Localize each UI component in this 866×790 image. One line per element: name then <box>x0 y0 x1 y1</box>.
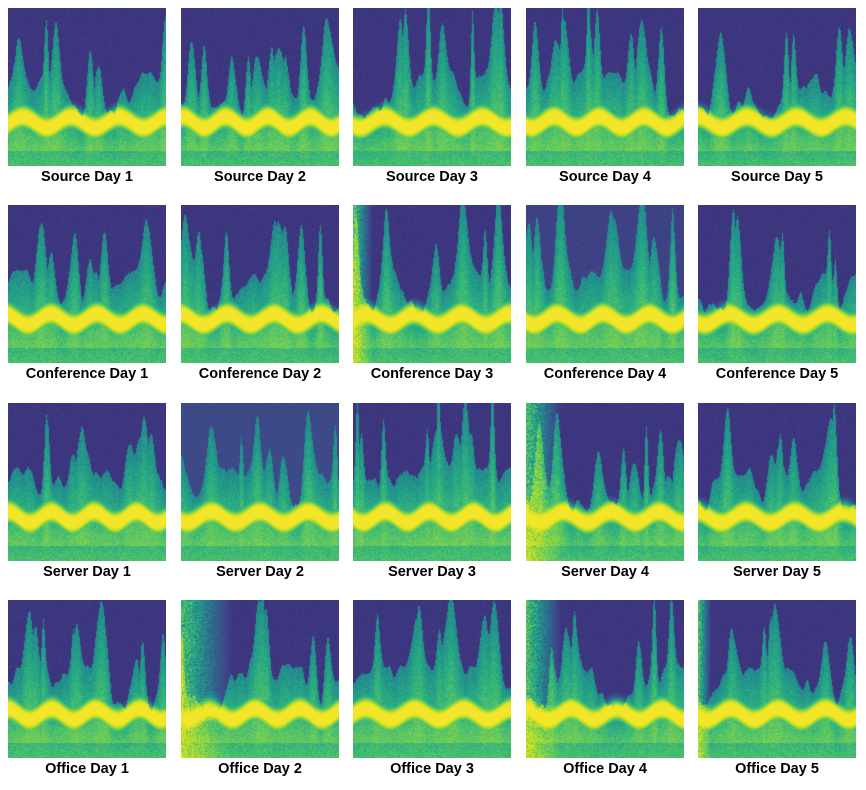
office-day-3-label: Office Day 3 <box>390 761 474 777</box>
source-day-3-label: Source Day 3 <box>386 169 478 185</box>
source-day-1-label: Source Day 1 <box>41 169 133 185</box>
office-day-5-label: Office Day 5 <box>735 761 819 777</box>
conference-day-2-label: Conference Day 2 <box>198 366 322 382</box>
server-day-5-panel: Server Day 5 <box>698 403 856 593</box>
office-day-2-label: Office Day 2 <box>218 761 302 777</box>
source-day-3-panel: Source Day 3 <box>353 8 511 198</box>
source-day-5-label: Source Day 5 <box>731 169 823 185</box>
source-day-4-panel: Source Day 4 <box>526 8 684 198</box>
spectrogram-grid: Source Day 1 Source Day 2 Source Day 3 S… <box>8 8 858 783</box>
source-day-1-panel: Source Day 1 <box>8 8 166 198</box>
conference-day-5-spectrogram <box>698 205 856 363</box>
server-row: Server Day 1 Server Day 2 Server Day 3 S… <box>8 403 858 593</box>
server-day-2-label: Server Day 2 <box>216 564 304 580</box>
source-day-2-spectrogram <box>181 8 339 166</box>
conference-day-4-spectrogram <box>526 205 684 363</box>
source-day-1-spectrogram <box>8 8 166 166</box>
server-day-5-spectrogram <box>698 403 856 561</box>
conference-day-4-panel: Conference Day 4 <box>526 205 684 395</box>
conference-day-4-label: Conference Day 4 <box>543 366 667 382</box>
office-day-5-spectrogram <box>698 600 856 758</box>
conference-day-3-panel: Conference Day 3 <box>353 205 511 395</box>
source-day-2-panel: Source Day 2 <box>181 8 339 198</box>
server-day-1-label: Server Day 1 <box>43 564 131 580</box>
conference-row: Conference Day 1 Conference Day 2 Confer… <box>8 205 858 395</box>
source-day-3-spectrogram <box>353 8 511 166</box>
conference-day-5-label: Conference Day 5 <box>715 366 839 382</box>
server-day-1-spectrogram <box>8 403 166 561</box>
office-day-2-panel: Office Day 2 <box>181 600 339 790</box>
server-day-3-label: Server Day 3 <box>388 564 476 580</box>
source-day-2-label: Source Day 2 <box>214 169 306 185</box>
office-day-3-panel: Office Day 3 <box>353 600 511 790</box>
office-day-4-panel: Office Day 4 <box>526 600 684 790</box>
office-day-4-label: Office Day 4 <box>563 761 647 777</box>
server-day-2-spectrogram <box>181 403 339 561</box>
conference-day-3-label: Conference Day 3 <box>370 366 494 382</box>
server-day-5-label: Server Day 5 <box>733 564 821 580</box>
office-day-1-label: Office Day 1 <box>45 761 129 777</box>
source-day-5-panel: Source Day 5 <box>698 8 856 198</box>
server-day-4-panel: Server Day 4 <box>526 403 684 593</box>
office-row: Office Day 1 Office Day 2 Office Day 3 O… <box>8 600 858 790</box>
conference-day-2-spectrogram <box>181 205 339 363</box>
server-day-3-panel: Server Day 3 <box>353 403 511 593</box>
office-day-3-spectrogram <box>353 600 511 758</box>
office-day-2-spectrogram <box>181 600 339 758</box>
conference-day-1-spectrogram <box>8 205 166 363</box>
conference-day-3-spectrogram <box>353 205 511 363</box>
server-day-4-spectrogram <box>526 403 684 561</box>
source-day-4-label: Source Day 4 <box>559 169 651 185</box>
office-day-5-panel: Office Day 5 <box>698 600 856 790</box>
conference-day-5-panel: Conference Day 5 <box>698 205 856 395</box>
office-day-4-spectrogram <box>526 600 684 758</box>
server-day-2-panel: Server Day 2 <box>181 403 339 593</box>
source-day-4-spectrogram <box>526 8 684 166</box>
source-day-5-spectrogram <box>698 8 856 166</box>
conference-day-1-label: Conference Day 1 <box>25 366 149 382</box>
conference-day-2-panel: Conference Day 2 <box>181 205 339 395</box>
office-day-1-spectrogram <box>8 600 166 758</box>
server-day-4-label: Server Day 4 <box>561 564 649 580</box>
server-day-1-panel: Server Day 1 <box>8 403 166 593</box>
source-row: Source Day 1 Source Day 2 Source Day 3 S… <box>8 8 858 198</box>
server-day-3-spectrogram <box>353 403 511 561</box>
conference-day-1-panel: Conference Day 1 <box>8 205 166 395</box>
office-day-1-panel: Office Day 1 <box>8 600 166 790</box>
